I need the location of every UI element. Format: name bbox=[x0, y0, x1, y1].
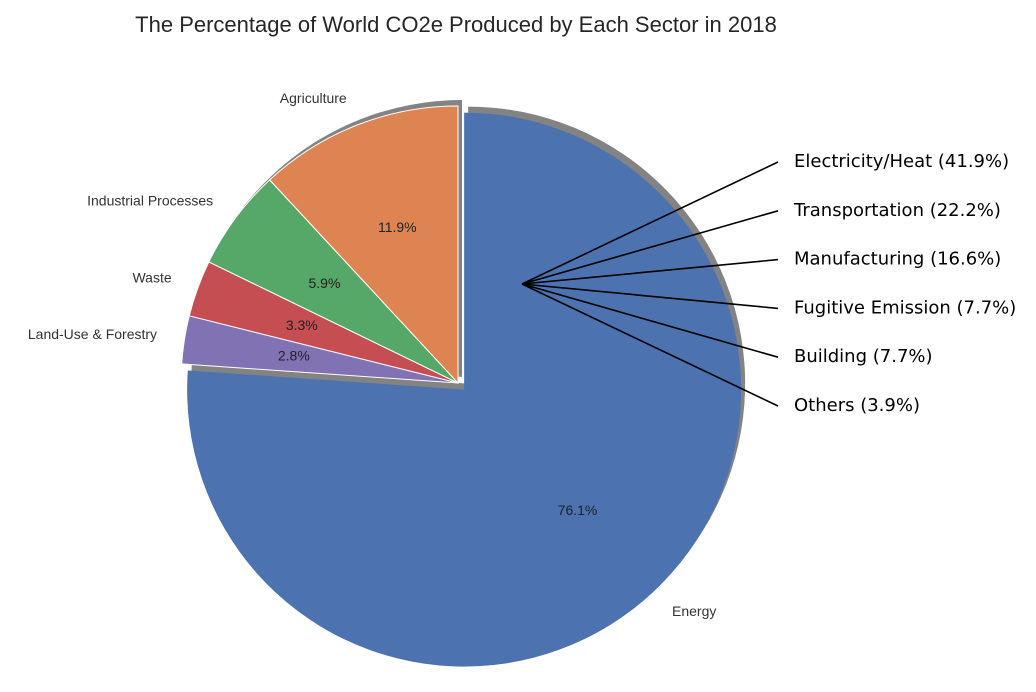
callout-line-manufacturing-16-6 bbox=[521, 258, 779, 285]
callout-line-fugitive-emission-7-7 bbox=[521, 283, 779, 310]
slice-label-land-use-forestry: Land-Use & Forestry bbox=[28, 326, 157, 342]
slice-label-waste: Waste bbox=[132, 270, 171, 286]
slice-pct-agriculture: 11.9% bbox=[378, 219, 417, 235]
slice-agriculture bbox=[268, 105, 459, 385]
slice-pct-land-use-forestry: 2.8% bbox=[278, 348, 310, 364]
slice-pct-industrial-processes: 5.9% bbox=[309, 275, 341, 291]
label-layer: Energy 76.1% Land-Use & Forestry 2.8% Waste 3… bbox=[28, 90, 717, 619]
slice-energy bbox=[187, 112, 742, 667]
callout-label-electricity-heat-41-9: Electricity/Heat (41.9%) bbox=[794, 151, 1009, 172]
callout-label-manufacturing-16-6: Manufacturing (16.6%) bbox=[794, 249, 1001, 270]
slice-layer bbox=[181, 105, 742, 667]
callout-label-transportation-22-2: Transportation (22.2%) bbox=[793, 200, 1001, 221]
callout-label-fugitive-emission-7-7: Fugitive Emission (7.7%) bbox=[794, 297, 1016, 318]
callout-label-building-7-7: Building (7.7%) bbox=[794, 346, 933, 367]
callout-line-electricity-heat-41-9 bbox=[521, 161, 779, 285]
callout-line-building-7-7 bbox=[521, 283, 779, 358]
callout-layer: Electricity/Heat (41.9%) Transportation (… bbox=[521, 151, 1016, 416]
callout-line-transportation-22-2 bbox=[521, 210, 779, 285]
slice-pct-waste: 3.3% bbox=[286, 317, 318, 333]
callout-line-others-3-9 bbox=[521, 283, 779, 407]
slice-pct-energy: 76.1% bbox=[558, 502, 598, 518]
chart-title: The Percentage of World CO2e Produced by… bbox=[135, 12, 777, 37]
slice-label-energy: Energy bbox=[672, 603, 716, 619]
slice-label-industrial-processes: Industrial Processes bbox=[87, 192, 213, 208]
callout-label-others-3-9: Others (3.9%) bbox=[794, 395, 920, 416]
slice-label-agriculture: Agriculture bbox=[280, 90, 347, 106]
